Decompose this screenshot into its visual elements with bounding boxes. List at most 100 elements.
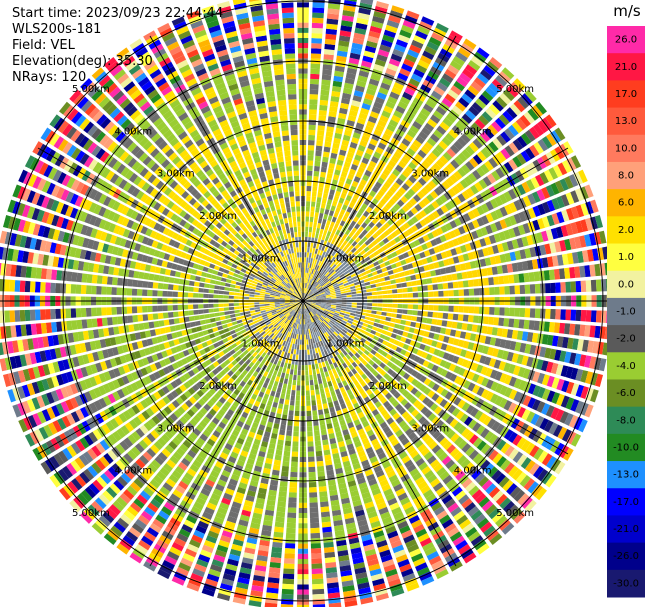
velocity-gate [375, 236, 382, 243]
velocity-gate [555, 226, 564, 239]
velocity-gate [341, 15, 354, 22]
velocity-gate [541, 257, 549, 268]
velocity-gate [310, 53, 321, 59]
velocity-gate [340, 258, 346, 264]
velocity-gate [570, 190, 580, 204]
velocity-gate [323, 546, 335, 553]
velocity-gate [307, 242, 311, 248]
velocity-gate [318, 481, 327, 487]
velocity-gate [326, 220, 331, 226]
velocity-gate [472, 169, 482, 180]
velocity-gate [570, 155, 582, 169]
velocity-gate [342, 166, 350, 173]
velocity-gate [379, 320, 386, 325]
velocity-gate [303, 293, 306, 299]
velocity-gate [413, 68, 425, 79]
velocity-gate [307, 290, 312, 295]
velocity-gate [440, 267, 447, 275]
velocity-gate [496, 243, 504, 253]
velocity-gate [307, 354, 311, 360]
velocity-gate [402, 222, 411, 230]
velocity-gate [326, 259, 331, 265]
velocity-gate [322, 276, 328, 282]
velocity-gate [336, 254, 342, 260]
velocity-gate [417, 286, 423, 292]
velocity-gate [388, 198, 396, 206]
velocity-gate [395, 177, 404, 186]
velocity-gate [305, 267, 308, 273]
velocity-gate [441, 73, 454, 84]
velocity-gate [372, 232, 379, 239]
velocity-gate [463, 306, 470, 314]
velocity-gate [335, 292, 342, 295]
velocity-gate [293, 426, 299, 432]
velocity-gate [475, 98, 487, 110]
velocity-gate [314, 283, 320, 288]
velocity-gate [385, 202, 393, 210]
velocity-gate [355, 211, 362, 219]
velocity-gate [422, 304, 429, 311]
velocity-gate [427, 180, 437, 189]
velocity-gate [569, 266, 576, 279]
velocity-gate [324, 454, 332, 461]
velocity-gate [455, 121, 466, 132]
velocity-gate [451, 125, 463, 136]
velocity-gate [282, 578, 295, 585]
velocity-gate [428, 36, 442, 47]
velocity-gate [392, 289, 398, 294]
velocity-gate [317, 470, 325, 477]
velocity-gate [295, 405, 300, 412]
velocity-gate [345, 309, 352, 313]
velocity-gate [280, 476, 289, 482]
velocity-gate [416, 279, 423, 286]
velocity-gate [575, 204, 585, 218]
velocity-gate [304, 293, 307, 299]
velocity-gate [304, 344, 307, 350]
velocity-gate [494, 208, 504, 219]
velocity-gate [406, 281, 413, 287]
velocity-gate [294, 364, 298, 371]
velocity-gate [392, 308, 398, 313]
velocity-gate [338, 256, 344, 262]
velocity-gate [313, 242, 317, 249]
velocity-gate [373, 63, 385, 72]
velocity-gate [333, 174, 340, 181]
velocity-gate [492, 244, 500, 254]
velocity-gate [304, 247, 307, 253]
velocity-gate [535, 101, 547, 115]
velocity-gate [359, 178, 367, 186]
velocity-gate [316, 460, 324, 467]
velocity-gate [296, 380, 301, 386]
velocity-gate [484, 306, 490, 315]
velocity-gate [495, 96, 508, 109]
velocity-gate [364, 169, 372, 177]
velocity-gate [283, 450, 291, 457]
velocity-gate [418, 266, 425, 273]
velocity-gate [499, 206, 508, 217]
velocity-gate [570, 309, 577, 321]
velocity-gate [327, 215, 333, 222]
velocity-gate [315, 284, 320, 289]
velocity-gate [377, 142, 387, 150]
velocity-gate [303, 272, 306, 278]
velocity-gate [565, 192, 575, 205]
velocity-gate [338, 40, 350, 48]
velocity-gate [379, 262, 386, 269]
velocity-gate [580, 309, 587, 322]
velocity-gate [436, 125, 447, 135]
velocity-gate [361, 229, 368, 236]
velocity-gate [418, 131, 429, 141]
velocity-gate [289, 369, 294, 375]
velocity-gate [307, 273, 310, 279]
velocity-gate [407, 49, 420, 59]
velocity-gate [402, 304, 408, 309]
velocity-gate [343, 282, 349, 287]
velocity-gate [319, 99, 329, 106]
velocity-gate [307, 349, 310, 355]
velocity-gate [286, 430, 292, 437]
velocity-gate [427, 311, 434, 318]
velocity-gate [386, 285, 392, 290]
velocity-gate [458, 306, 465, 313]
velocity-gate [435, 268, 442, 276]
velocity-gate [326, 365, 332, 371]
